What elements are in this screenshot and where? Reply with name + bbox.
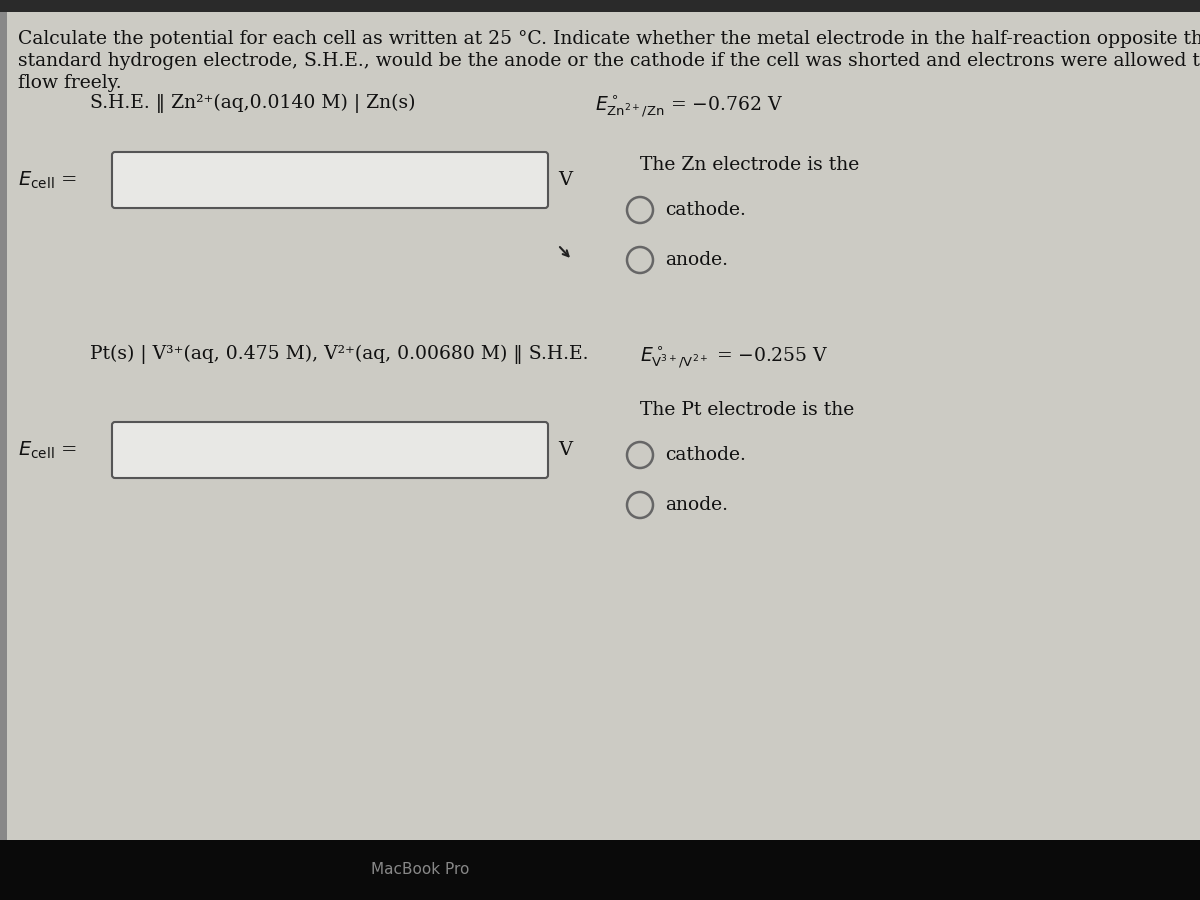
FancyBboxPatch shape (112, 152, 548, 208)
Text: anode.: anode. (665, 251, 728, 269)
Text: Pt(s) | V³⁺(aq, 0.475 M), V²⁺(aq, 0.00680 M) ‖ S.H.E.: Pt(s) | V³⁺(aq, 0.475 M), V²⁺(aq, 0.0068… (90, 345, 588, 364)
Text: V: V (558, 441, 572, 459)
Text: anode.: anode. (665, 496, 728, 514)
Text: The Pt electrode is the: The Pt electrode is the (640, 401, 854, 419)
Text: MacBook Pro: MacBook Pro (371, 862, 469, 878)
Text: cathode.: cathode. (665, 201, 746, 219)
Bar (0, 0, 1200, 12)
Bar (0, 12, 7, 840)
Text: cathode.: cathode. (665, 446, 746, 464)
Text: $E^\circ_{\mathrm{V^{3+}/V^{2+}}}$ = −0.255 V: $E^\circ_{\mathrm{V^{3+}/V^{2+}}}$ = −0.… (640, 345, 828, 372)
Text: S.H.E. ‖ Zn²⁺(aq,0.0140 M) | Zn(s): S.H.E. ‖ Zn²⁺(aq,0.0140 M) | Zn(s) (90, 94, 415, 113)
Text: flow freely.: flow freely. (18, 74, 121, 92)
Text: Calculate the potential for each cell as written at 25 °C. Indicate whether the : Calculate the potential for each cell as… (18, 30, 1200, 48)
Bar (0, 840, 1200, 900)
Text: standard hydrogen electrode, S.H.E., would be the anode or the cathode if the ce: standard hydrogen electrode, S.H.E., wou… (18, 52, 1200, 70)
Text: $E^\circ_{\mathrm{Zn^{2+}/Zn}}$ = −0.762 V: $E^\circ_{\mathrm{Zn^{2+}/Zn}}$ = −0.762… (595, 94, 782, 121)
FancyBboxPatch shape (112, 422, 548, 478)
Text: V: V (558, 171, 572, 189)
Text: The Zn electrode is the: The Zn electrode is the (640, 156, 859, 174)
Text: $E_{\mathrm{cell}}$ =: $E_{\mathrm{cell}}$ = (18, 169, 77, 191)
Text: $E_{\mathrm{cell}}$ =: $E_{\mathrm{cell}}$ = (18, 439, 77, 461)
